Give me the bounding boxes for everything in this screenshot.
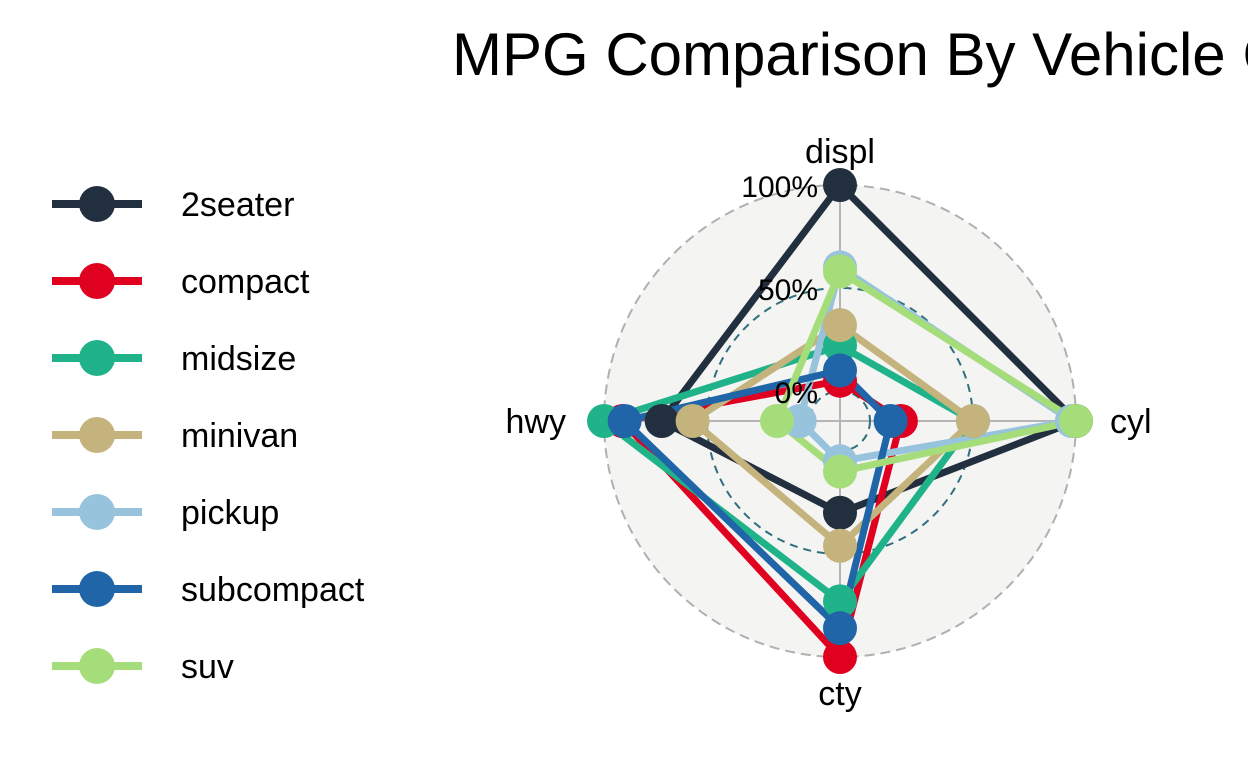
- legend-label-midsize: midsize: [181, 340, 296, 378]
- legend-label-subcompact: subcompact: [181, 571, 365, 609]
- series-points: [587, 168, 1093, 674]
- grid-label-2: 100%: [741, 171, 818, 204]
- point-2seater-displ: [823, 168, 857, 202]
- legend-marker-compact: [79, 263, 115, 299]
- point-subcompact-cty: [823, 611, 857, 646]
- chart-title: MPG Comparison By Vehicle Class: [452, 21, 1248, 88]
- axis-label-cty: cty: [818, 675, 861, 713]
- point-minivan-displ: [823, 308, 857, 343]
- point-minivan-cyl: [956, 404, 990, 438]
- point-2seater-cty: [823, 495, 857, 530]
- grid-label-1: 50%: [758, 274, 818, 307]
- point-subcompact-hwy: [607, 404, 642, 438]
- grid-label-0: 0%: [775, 377, 818, 410]
- point-minivan-hwy: [675, 404, 710, 438]
- legend-label-2seater: 2seater: [181, 186, 294, 224]
- point-suv-hwy: [760, 404, 795, 438]
- legend-marker-minivan: [79, 417, 115, 453]
- axis-label-cyl: cyl: [1110, 403, 1152, 441]
- axis-labels: displ cyl cty hwy: [506, 133, 1152, 713]
- legend-label-minivan: minivan: [181, 417, 298, 455]
- axis-label-hwy: hwy: [506, 403, 566, 441]
- point-midsize-cty: [823, 584, 857, 619]
- point-subcompact-displ: [823, 353, 857, 388]
- point-2seater-hwy: [644, 404, 679, 438]
- point-suv-displ: [823, 254, 857, 289]
- point-minivan-cty: [823, 528, 857, 563]
- legend-marker-midsize: [79, 340, 115, 376]
- grid-labels: 0% 50% 100%: [741, 171, 818, 410]
- axis-label-displ: displ: [805, 133, 875, 171]
- legend-marker-2seater: [79, 186, 115, 222]
- legend-label-suv: suv: [181, 648, 234, 686]
- point-subcompact-cyl: [873, 404, 908, 438]
- legend-marker-subcompact: [79, 571, 115, 607]
- point-compact-cty: [823, 640, 857, 674]
- point-suv-cyl: [1059, 404, 1093, 438]
- legend: 2seater compact midsize minivan pickup subcom…: [52, 186, 365, 686]
- legend-marker-suv: [79, 648, 115, 684]
- point-suv-cty: [823, 454, 857, 489]
- legend-label-pickup: pickup: [181, 494, 279, 532]
- legend-marker-pickup: [79, 494, 115, 530]
- legend-label-compact: compact: [181, 263, 310, 301]
